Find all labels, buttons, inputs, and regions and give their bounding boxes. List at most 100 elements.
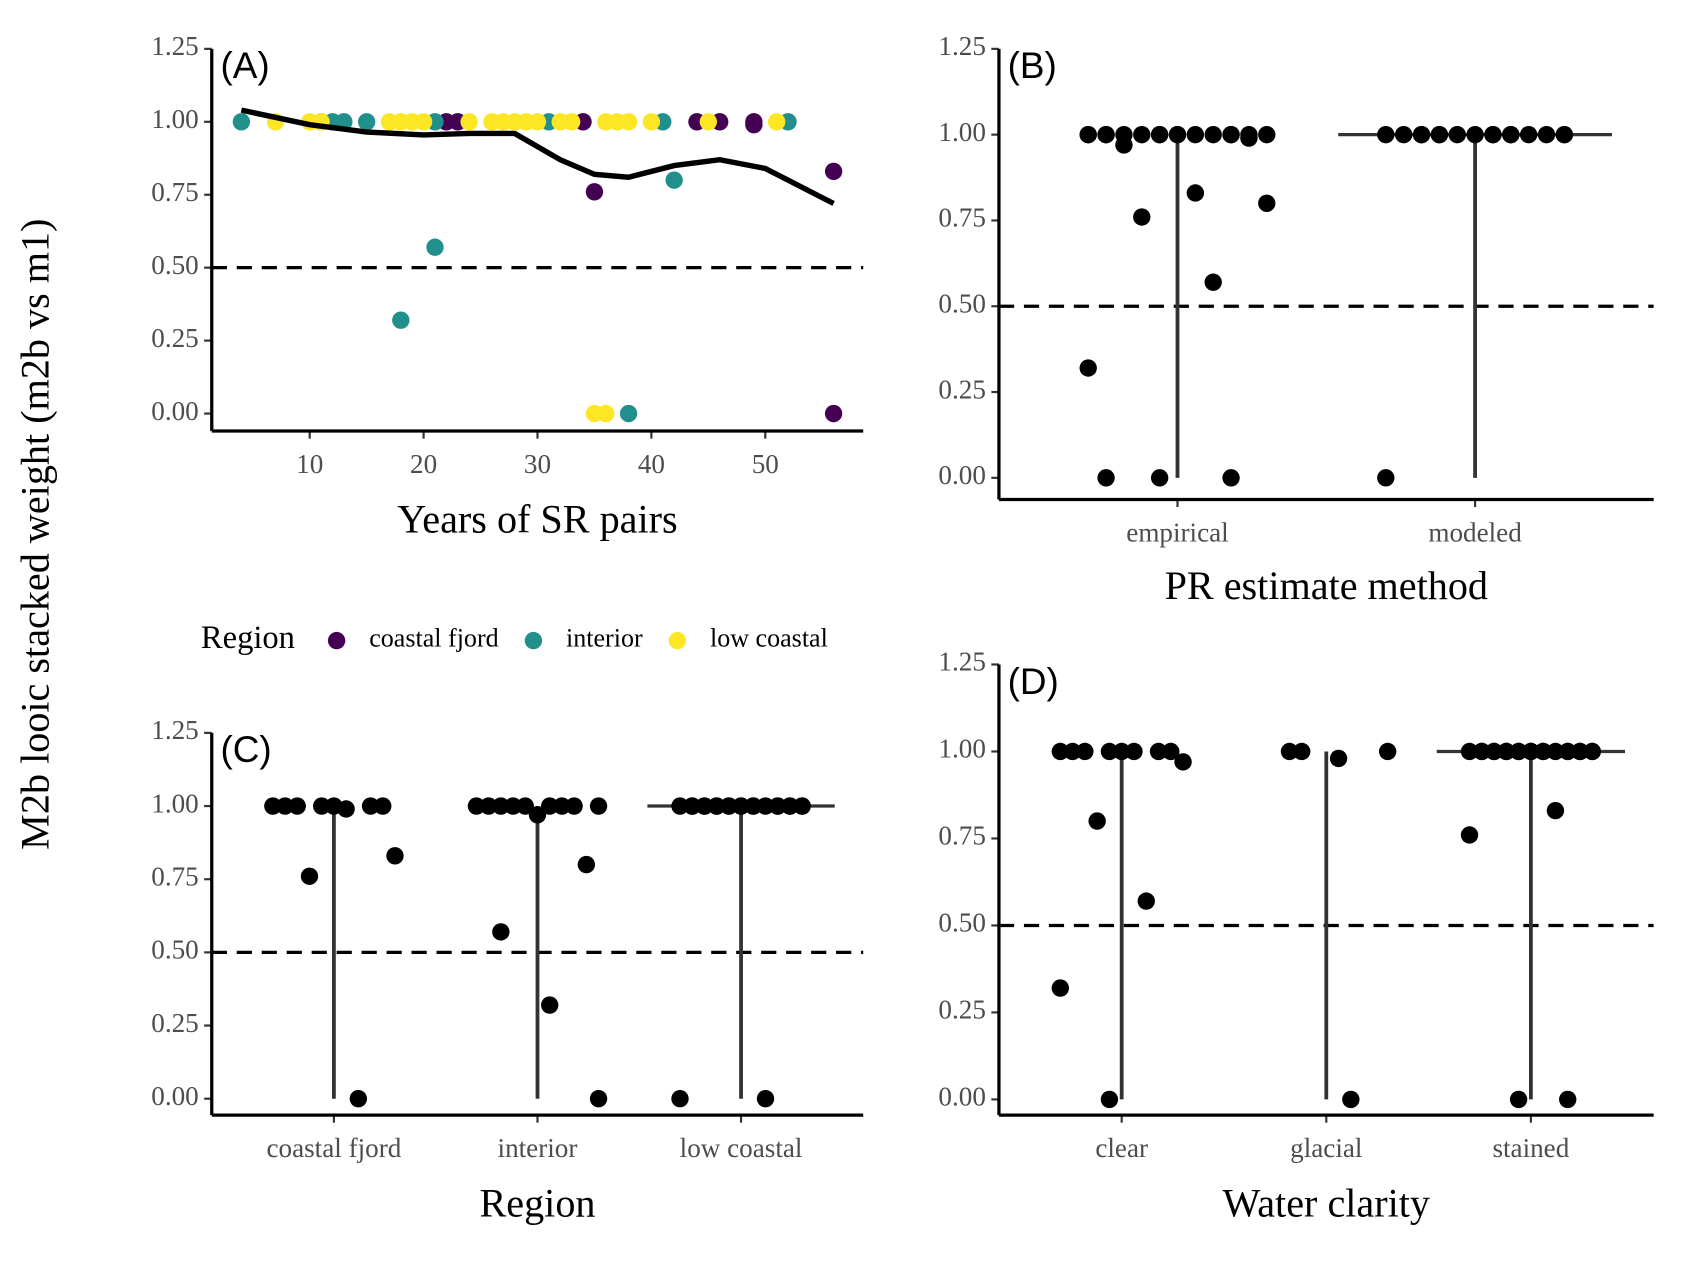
y-tick-label: 1.25 (938, 647, 985, 677)
point (1519, 125, 1538, 144)
panel-label: (B) (1008, 45, 1057, 86)
point (313, 797, 331, 815)
point (1502, 125, 1520, 144)
x-tick-label: empirical (1126, 518, 1228, 548)
point (1168, 125, 1187, 144)
point (1088, 812, 1106, 830)
point (1546, 801, 1565, 820)
point (1460, 742, 1479, 761)
point (671, 1090, 689, 1108)
point (562, 113, 581, 131)
point (426, 238, 444, 256)
y-tick-label: 0.75 (151, 177, 198, 207)
legend-marker (668, 631, 687, 650)
panel-label: (A) (220, 45, 269, 86)
point (1097, 469, 1115, 487)
point (707, 797, 726, 815)
point (357, 113, 376, 131)
point (1100, 1090, 1119, 1109)
y-tick-label: 0.25 (151, 323, 198, 353)
y-tick-label: 0.25 (938, 374, 985, 404)
point (1522, 742, 1540, 761)
point (1466, 125, 1484, 144)
legend-marker (524, 631, 543, 650)
point (467, 797, 486, 815)
point (374, 797, 392, 815)
y-tick-label: 0.75 (938, 203, 985, 233)
x-tick-label: low coastal (680, 1133, 803, 1163)
y-tick-label: 0.00 (938, 1082, 985, 1112)
point (1448, 125, 1466, 144)
y-tick-label: 0.50 (151, 935, 198, 965)
point (1222, 469, 1240, 487)
point (1509, 742, 1528, 761)
point (553, 797, 571, 815)
y-tick-label: 1.00 (151, 104, 198, 134)
point (589, 797, 608, 815)
point (1430, 125, 1449, 144)
point (1137, 892, 1155, 910)
x-axis-title: Region (479, 1181, 595, 1226)
point (769, 797, 787, 815)
point (1280, 742, 1299, 761)
point (528, 113, 547, 131)
y-tick-label: 1.00 (151, 788, 198, 818)
point (1149, 742, 1168, 761)
point (665, 171, 683, 189)
point (589, 1090, 608, 1108)
point (1079, 125, 1097, 144)
point (232, 113, 251, 131)
x-tick-label: 30 (524, 449, 551, 479)
point (1571, 742, 1589, 761)
point (1555, 125, 1574, 144)
point (1497, 742, 1516, 761)
y-tick-label: 1.25 (151, 31, 198, 61)
point (276, 797, 294, 815)
point (1079, 359, 1097, 377)
y-tick-label: 0.75 (938, 821, 985, 851)
point (1546, 742, 1565, 761)
point (1150, 469, 1169, 487)
point (516, 797, 534, 815)
point (1115, 136, 1133, 154)
x-tick-label: 50 (752, 449, 779, 479)
x-tick-label: 10 (296, 449, 323, 479)
point (392, 311, 410, 329)
point (1412, 125, 1431, 144)
point (585, 183, 604, 201)
point (1063, 742, 1082, 761)
point (1394, 125, 1413, 144)
point (1258, 194, 1276, 212)
point (1559, 1090, 1577, 1109)
point (1240, 129, 1258, 147)
point (767, 113, 786, 131)
point (1342, 1090, 1360, 1109)
point (1051, 979, 1070, 997)
y-tick-label: 0.00 (151, 1081, 198, 1111)
point (1377, 469, 1395, 487)
point (1583, 742, 1601, 761)
point (824, 404, 843, 423)
point (1133, 208, 1151, 226)
point (300, 867, 319, 885)
x-tick-label: modeled (1428, 518, 1522, 548)
x-axis-title: Water clarity (1223, 1181, 1430, 1226)
point (1378, 742, 1397, 761)
point (1377, 125, 1395, 144)
point (1051, 742, 1070, 761)
x-tick-label: 20 (410, 449, 437, 479)
point (671, 797, 689, 815)
point (264, 797, 282, 815)
point (528, 806, 547, 824)
y-tick-label: 1.00 (938, 117, 985, 147)
smooth-line (240, 107, 835, 206)
point (1537, 125, 1556, 144)
x-tick-label: interior (498, 1133, 578, 1163)
point (695, 797, 714, 815)
x-tick-label: clear (1095, 1133, 1148, 1163)
point (745, 113, 763, 131)
y-tick-label: 0.75 (151, 861, 198, 891)
point (504, 797, 522, 815)
point (541, 797, 559, 815)
